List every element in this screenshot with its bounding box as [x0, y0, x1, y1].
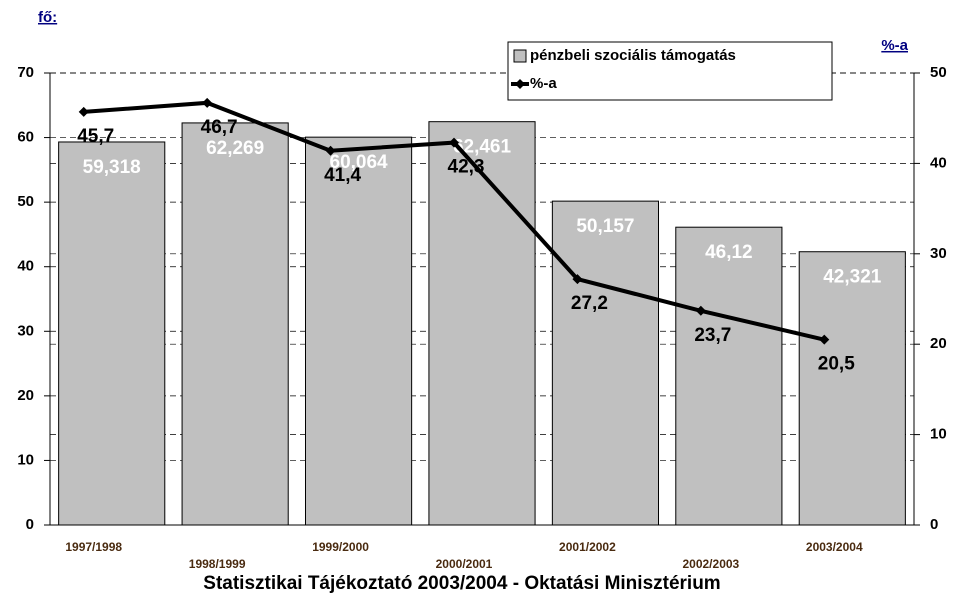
line-marker: [819, 334, 830, 345]
bar-value-label: 42,321: [823, 267, 882, 288]
legend-swatch: [515, 79, 525, 89]
bar: [551, 200, 660, 526]
y2-tick-label: 20: [930, 335, 947, 352]
source: Statisztikai Tájékoztató 2003/2004 - Okt…: [203, 573, 720, 594]
y-axis-label: fő:: [38, 9, 57, 26]
bar: [58, 141, 166, 526]
bar: [304, 136, 413, 526]
line-value-label: 45,7: [77, 126, 114, 147]
bar-value-label: 50,157: [576, 216, 634, 237]
y-tick-label: 0: [26, 516, 34, 533]
y-tick-label: 30: [17, 322, 34, 339]
y-tick-label: 40: [17, 258, 34, 275]
x-tick-label: 2002/2003: [682, 557, 739, 571]
y2-tick-label: 10: [930, 426, 947, 443]
legend-label: pénzbeli szociális támogatás: [530, 47, 736, 64]
y-tick-label: 10: [17, 451, 34, 468]
y2-tick-label: 0: [930, 516, 938, 533]
y-tick-label: 50: [17, 193, 34, 210]
line-marker: [325, 145, 336, 156]
line-marker: [202, 97, 213, 108]
line-value-label: 27,2: [571, 293, 608, 314]
line-value-label: 42,3: [448, 157, 485, 178]
bar: [428, 121, 536, 526]
x-tick-label: 2000/2001: [436, 557, 493, 571]
y-tick-label: 70: [17, 64, 34, 81]
bar: [181, 122, 289, 526]
bar-value-label: 62,461: [453, 137, 512, 158]
bar: [675, 226, 783, 526]
x-tick-label: 2001/2002: [559, 540, 616, 554]
x-tick-label: 1998/1999: [189, 557, 246, 571]
bar-value-label: 62,269: [206, 138, 264, 159]
bar-value-label: 46,12: [705, 242, 753, 263]
y-tick-label: 60: [17, 129, 34, 146]
y2-tick-label: 50: [930, 64, 947, 81]
line-value-label: 20,5: [818, 354, 855, 375]
y-tick-label: 20: [17, 387, 34, 404]
y2-tick-label: 40: [930, 154, 947, 171]
line-value-label: 41,4: [324, 165, 361, 186]
x-tick-label: 1999/2000: [312, 540, 369, 554]
y2-axis-label: %-a: [881, 37, 908, 54]
line-marker: [572, 274, 583, 285]
legend-swatch: [513, 49, 527, 63]
line-value-label: 46,7: [201, 117, 238, 138]
x-tick-label: 1997/1998: [65, 540, 122, 554]
line-value-label: 23,7: [694, 325, 731, 346]
legend-box: [507, 41, 833, 101]
x-tick-label: 2003/2004: [806, 540, 863, 554]
line-marker: [695, 305, 706, 316]
y2-tick-label: 30: [930, 245, 947, 262]
bar-value-label: 59,318: [83, 157, 141, 178]
bar: [798, 251, 906, 526]
line-marker: [78, 106, 89, 117]
bar-value-label: 60,064: [330, 152, 389, 173]
legend-label: %-a: [530, 75, 557, 92]
line-marker: [449, 137, 459, 148]
